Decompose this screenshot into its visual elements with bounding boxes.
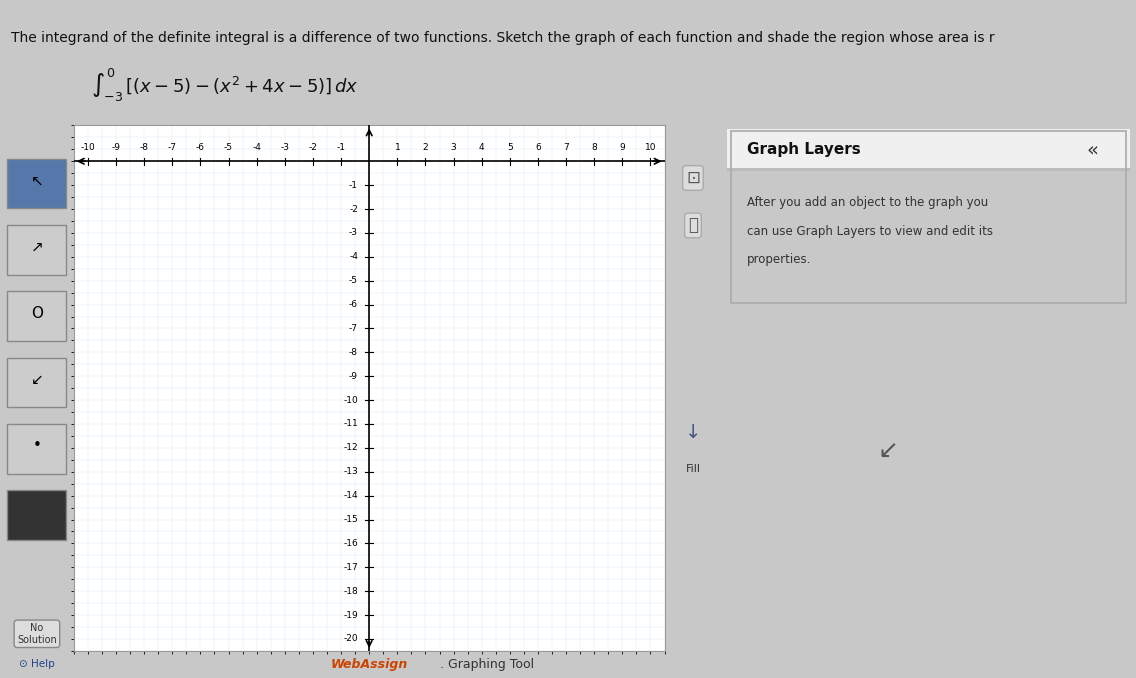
Text: -12: -12 xyxy=(343,443,358,452)
Text: -2: -2 xyxy=(349,205,358,214)
Text: -10: -10 xyxy=(343,395,358,405)
Text: ↓: ↓ xyxy=(685,423,701,442)
Text: -20: -20 xyxy=(343,635,358,643)
Text: -19: -19 xyxy=(343,611,358,620)
Text: -6: -6 xyxy=(349,300,358,309)
Text: -3: -3 xyxy=(281,142,290,152)
Text: -10: -10 xyxy=(81,142,95,152)
Bar xyxy=(8,292,66,341)
Text: 3: 3 xyxy=(451,142,457,152)
Bar xyxy=(727,129,1130,167)
Text: WebAssign: WebAssign xyxy=(331,658,408,671)
Bar xyxy=(8,424,66,473)
Text: -9: -9 xyxy=(349,372,358,381)
Bar xyxy=(8,490,66,540)
Text: Fill: Fill xyxy=(685,464,701,474)
Text: O: O xyxy=(31,306,43,321)
Text: -1: -1 xyxy=(349,180,358,190)
Text: -7: -7 xyxy=(168,142,177,152)
Text: -5: -5 xyxy=(224,142,233,152)
Text: 8: 8 xyxy=(592,142,598,152)
Text: 4: 4 xyxy=(479,142,485,152)
Text: $\int_{-3}^{0}$$\,[(x-5)-(x^2+4x-5)]\,dx$: $\int_{-3}^{0}$$\,[(x-5)-(x^2+4x-5)]\,dx… xyxy=(91,66,359,104)
Text: -8: -8 xyxy=(140,142,149,152)
Text: -15: -15 xyxy=(343,515,358,524)
Text: ↖: ↖ xyxy=(31,173,43,188)
Text: 1: 1 xyxy=(394,142,400,152)
Text: -13: -13 xyxy=(343,467,358,476)
Text: ↙: ↙ xyxy=(878,439,899,464)
Text: can use Graph Layers to view and edit its: can use Graph Layers to view and edit it… xyxy=(747,224,993,237)
Text: -4: -4 xyxy=(349,252,358,261)
Text: -6: -6 xyxy=(195,142,204,152)
Text: 10: 10 xyxy=(645,142,657,152)
Text: -1: -1 xyxy=(336,142,345,152)
Bar xyxy=(8,357,66,407)
Text: ⊡: ⊡ xyxy=(686,169,700,187)
Text: Graph Layers: Graph Layers xyxy=(747,142,861,157)
Text: ↙: ↙ xyxy=(31,372,43,387)
Text: 5: 5 xyxy=(507,142,512,152)
Text: . Graphing Tool: . Graphing Tool xyxy=(440,658,534,671)
Bar xyxy=(727,167,1130,171)
Text: The integrand of the definite integral is a difference of two functions. Sketch : The integrand of the definite integral i… xyxy=(11,31,995,45)
Text: -8: -8 xyxy=(349,348,358,357)
Text: 🗑: 🗑 xyxy=(688,216,698,235)
Text: 7: 7 xyxy=(563,142,569,152)
Text: -7: -7 xyxy=(349,324,358,333)
Bar xyxy=(8,159,66,208)
Text: •: • xyxy=(33,439,41,454)
Text: -5: -5 xyxy=(349,276,358,285)
Text: -4: -4 xyxy=(252,142,261,152)
Text: -14: -14 xyxy=(343,491,358,500)
Text: -9: -9 xyxy=(111,142,120,152)
Text: 6: 6 xyxy=(535,142,541,152)
Text: -11: -11 xyxy=(343,420,358,428)
Text: -18: -18 xyxy=(343,586,358,596)
Text: «: « xyxy=(1086,140,1099,159)
Bar xyxy=(8,225,66,275)
Text: properties.: properties. xyxy=(747,253,811,266)
Text: 9: 9 xyxy=(619,142,625,152)
Text: 2: 2 xyxy=(423,142,428,152)
Text: -17: -17 xyxy=(343,563,358,572)
Text: -3: -3 xyxy=(349,228,358,237)
Text: After you add an object to the graph you: After you add an object to the graph you xyxy=(747,197,988,210)
Text: ↗: ↗ xyxy=(31,239,43,254)
Text: -16: -16 xyxy=(343,539,358,548)
Text: -2: -2 xyxy=(309,142,317,152)
Text: No
Solution: No Solution xyxy=(17,623,57,645)
Text: ⊙ Help: ⊙ Help xyxy=(19,660,55,669)
